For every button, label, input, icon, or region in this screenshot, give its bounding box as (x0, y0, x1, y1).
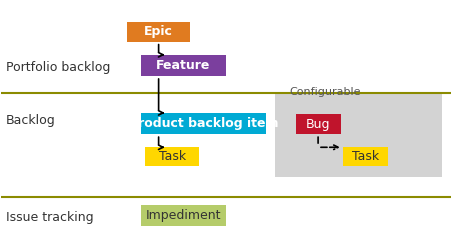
FancyBboxPatch shape (127, 22, 189, 42)
Text: Product backlog item: Product backlog item (129, 117, 278, 130)
FancyBboxPatch shape (140, 205, 226, 226)
FancyBboxPatch shape (295, 114, 340, 134)
Text: Epic: Epic (144, 25, 173, 38)
Text: Issue tracking: Issue tracking (6, 211, 93, 224)
Text: Task: Task (158, 150, 185, 163)
Text: Impediment: Impediment (145, 209, 221, 222)
FancyBboxPatch shape (342, 147, 387, 166)
Text: Backlog: Backlog (6, 114, 55, 126)
Text: Feature: Feature (156, 59, 210, 72)
Text: Task: Task (351, 150, 378, 163)
Text: Bug: Bug (305, 118, 330, 131)
FancyBboxPatch shape (275, 91, 441, 177)
FancyBboxPatch shape (145, 147, 198, 166)
FancyBboxPatch shape (140, 113, 266, 134)
Text: Configurable: Configurable (289, 87, 360, 97)
FancyBboxPatch shape (140, 55, 226, 76)
Text: Portfolio backlog: Portfolio backlog (6, 61, 110, 74)
